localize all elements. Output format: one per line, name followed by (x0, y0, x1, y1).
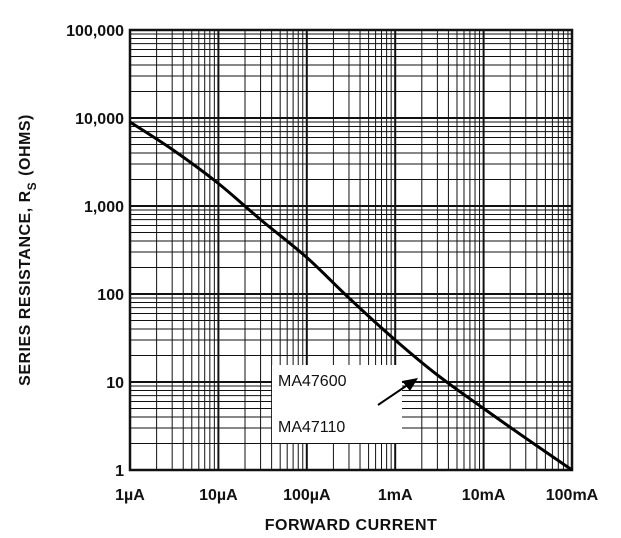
y-tick-label: 100,000 (66, 23, 124, 40)
x-tick-label: 1µA (115, 487, 145, 504)
series-line (129, 120, 573, 472)
y-tick-label: 10,000 (75, 111, 124, 128)
y-axis-title-unit: (OHMS) (17, 114, 34, 176)
x-tick-label: 10mA (462, 487, 506, 504)
x-tick-label: 100mA (546, 487, 599, 504)
plot-frame (128, 28, 574, 472)
y-axis-title-subscript: S (25, 182, 39, 191)
annotation-arrow (377, 378, 418, 406)
x-tick-label: 100µA (283, 487, 331, 504)
y-axis-title-main: SERIES RESISTANCE, R (17, 190, 34, 386)
y-tick-labels: 1 10 100 1,000 10,000 100,000 (66, 23, 124, 480)
x-tick-label: 10µA (199, 487, 238, 504)
annotation-ma47110: MA47110 (278, 419, 345, 436)
y-tick-label: 1,000 (84, 199, 124, 216)
x-axis-title: FORWARD CURRENT (265, 517, 438, 534)
y-tick-label: 1 (115, 463, 124, 480)
y-tick-label: 100 (97, 287, 124, 304)
x-tick-labels: 1µA 10µA 100µA 1mA 10mA 100mA (115, 487, 599, 504)
annotation-ma47600: MA47600 (278, 373, 347, 390)
y-axis-title: SERIES RESISTANCE, RS (OHMS) (17, 114, 39, 386)
x-tick-label: 1mA (378, 487, 413, 504)
y-tick-label: 10 (106, 375, 124, 392)
